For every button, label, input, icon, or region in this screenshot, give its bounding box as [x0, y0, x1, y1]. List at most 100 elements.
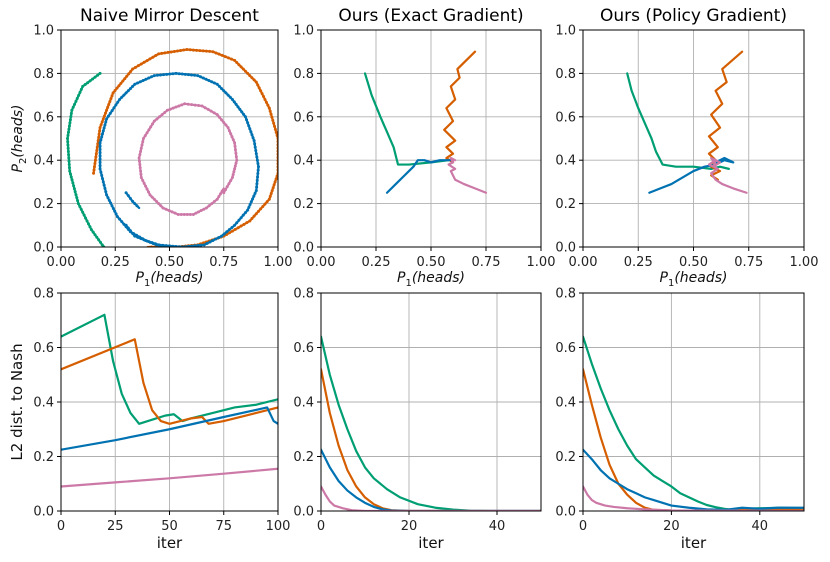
- series-marker-green: [68, 172, 72, 176]
- series-marker-orange: [93, 161, 97, 165]
- series-marker-blue-inner: [187, 244, 191, 247]
- x-tick-label: 40: [752, 519, 769, 534]
- series-marker-blue-inner: [116, 100, 120, 104]
- series-marker-pink: [215, 113, 219, 117]
- series-marker-blue-inner: [141, 237, 145, 241]
- series-marker-blue-inner: [106, 196, 110, 200]
- series-marker-pink: [200, 104, 204, 108]
- series-marker-blue-inner: [174, 71, 178, 75]
- series-marker-pink: [147, 128, 151, 132]
- series-marker-orange: [242, 222, 246, 226]
- series-marker-blue-inner: [114, 212, 118, 216]
- series-marker-orange: [100, 120, 104, 124]
- series-marker-orange: [172, 49, 176, 53]
- series-marker-orange: [94, 152, 98, 156]
- series-marker-green: [84, 216, 88, 220]
- series-marker-orange: [268, 109, 272, 113]
- series-marker-pink: [183, 102, 187, 106]
- series-marker-orange: [95, 148, 99, 152]
- series-marker-blue-inner: [246, 208, 250, 212]
- series-marker-orange: [111, 91, 115, 95]
- series-marker-blue-inner: [256, 172, 260, 176]
- series-marker-green: [76, 202, 80, 206]
- series-marker-blue-inner: [227, 228, 231, 232]
- series-marker-orange: [109, 97, 113, 101]
- series-marker-pink: [141, 140, 145, 144]
- series-marker-orange: [274, 177, 278, 181]
- exact-traj-panel: 0.00 0.25 0.50 0.75 1.00 0.0 0.2 0.4 0.6 0.8 1.0 Ou…: [293, 6, 555, 289]
- series-marker-blue-inner: [138, 235, 142, 239]
- series-marker-pink: [235, 158, 239, 162]
- series-marker-orange: [110, 94, 114, 98]
- series-marker-blue-inner: [166, 244, 170, 247]
- series-marker-blue-inner: [202, 243, 206, 247]
- series-marker-orange: [248, 74, 252, 78]
- series-marker-blue-inner: [115, 215, 119, 219]
- series-marker-pink: [194, 211, 198, 215]
- series-marker-pink: [223, 188, 227, 192]
- series-marker-orange: [252, 78, 256, 82]
- y-tick-label: 0.2: [555, 197, 576, 212]
- series-marker-green: [71, 181, 75, 185]
- series-marker-pink: [154, 199, 158, 203]
- series-marker-orange: [129, 69, 133, 73]
- x-tick-label: 40: [489, 519, 506, 534]
- y-tick-label: 0.8: [293, 287, 314, 302]
- y-axis-label: P2(heads): [10, 105, 29, 173]
- series-marker-pink: [233, 148, 237, 152]
- series-marker-blue-inner: [253, 191, 257, 195]
- series-marker-blue-inner: [120, 95, 124, 99]
- series-marker-orange: [263, 97, 267, 101]
- series-marker-pink: [233, 144, 237, 148]
- x-tick-label: 0: [57, 519, 65, 534]
- series-marker-pink: [139, 150, 143, 154]
- series-marker-blue-inner: [103, 123, 107, 127]
- series-marker-blue-inner: [162, 73, 166, 77]
- series-marker-orange: [92, 168, 96, 172]
- series-marker-blue-inner: [99, 170, 103, 174]
- series-marker-blue-start: [128, 197, 132, 201]
- series-marker-pink: [222, 120, 226, 124]
- series-marker-pink: [233, 141, 237, 145]
- series-marker-pink: [148, 193, 152, 197]
- y-tick-label: 0.8: [33, 287, 54, 302]
- series-marker-orange: [264, 100, 268, 104]
- series-marker-pink: [141, 178, 145, 182]
- series-marker-blue-inner: [109, 201, 113, 205]
- series-marker-blue-inner: [101, 132, 104, 136]
- y-tick-label: 0.0: [293, 241, 314, 256]
- series-marker-blue-inner: [105, 117, 109, 121]
- series-line-green: [321, 335, 541, 511]
- series-marker-green: [98, 240, 102, 244]
- series-marker-blue-inner: [228, 95, 232, 99]
- series-marker-blue-inner: [118, 217, 122, 221]
- series-marker-pink: [174, 105, 178, 109]
- series-marker-orange: [245, 221, 249, 225]
- series-marker-orange: [169, 50, 173, 54]
- series-marker-orange: [239, 224, 243, 228]
- series-marker-blue-inner: [114, 103, 118, 107]
- series-marker-pink: [155, 117, 159, 121]
- series-marker-blue-inner: [101, 129, 105, 133]
- series-marker-blue-inner: [165, 72, 169, 76]
- series-marker-blue-inner: [128, 87, 132, 91]
- series-marker-blue-inner: [196, 74, 200, 78]
- series-marker-orange: [267, 197, 271, 201]
- series-marker-blue-inner: [107, 198, 111, 202]
- series-marker-orange: [117, 84, 121, 88]
- series-group: [363, 50, 488, 194]
- series-marker-blue-inner: [249, 130, 253, 134]
- series-marker-orange: [250, 217, 254, 221]
- series-marker-blue-inner: [98, 141, 102, 145]
- series-line-blue: [583, 448, 804, 511]
- series-marker-green: [67, 163, 71, 167]
- series-marker-pink: [229, 132, 233, 136]
- series-marker-green: [97, 238, 101, 242]
- series-marker-pink: [224, 123, 228, 127]
- series-marker-blue-inner: [242, 112, 246, 116]
- y-tick-label: 1.0: [555, 24, 576, 39]
- series-marker-orange: [93, 158, 97, 162]
- series-marker-blue-inner: [100, 135, 104, 139]
- series-marker-orange: [252, 214, 256, 218]
- series-marker-orange: [182, 48, 186, 52]
